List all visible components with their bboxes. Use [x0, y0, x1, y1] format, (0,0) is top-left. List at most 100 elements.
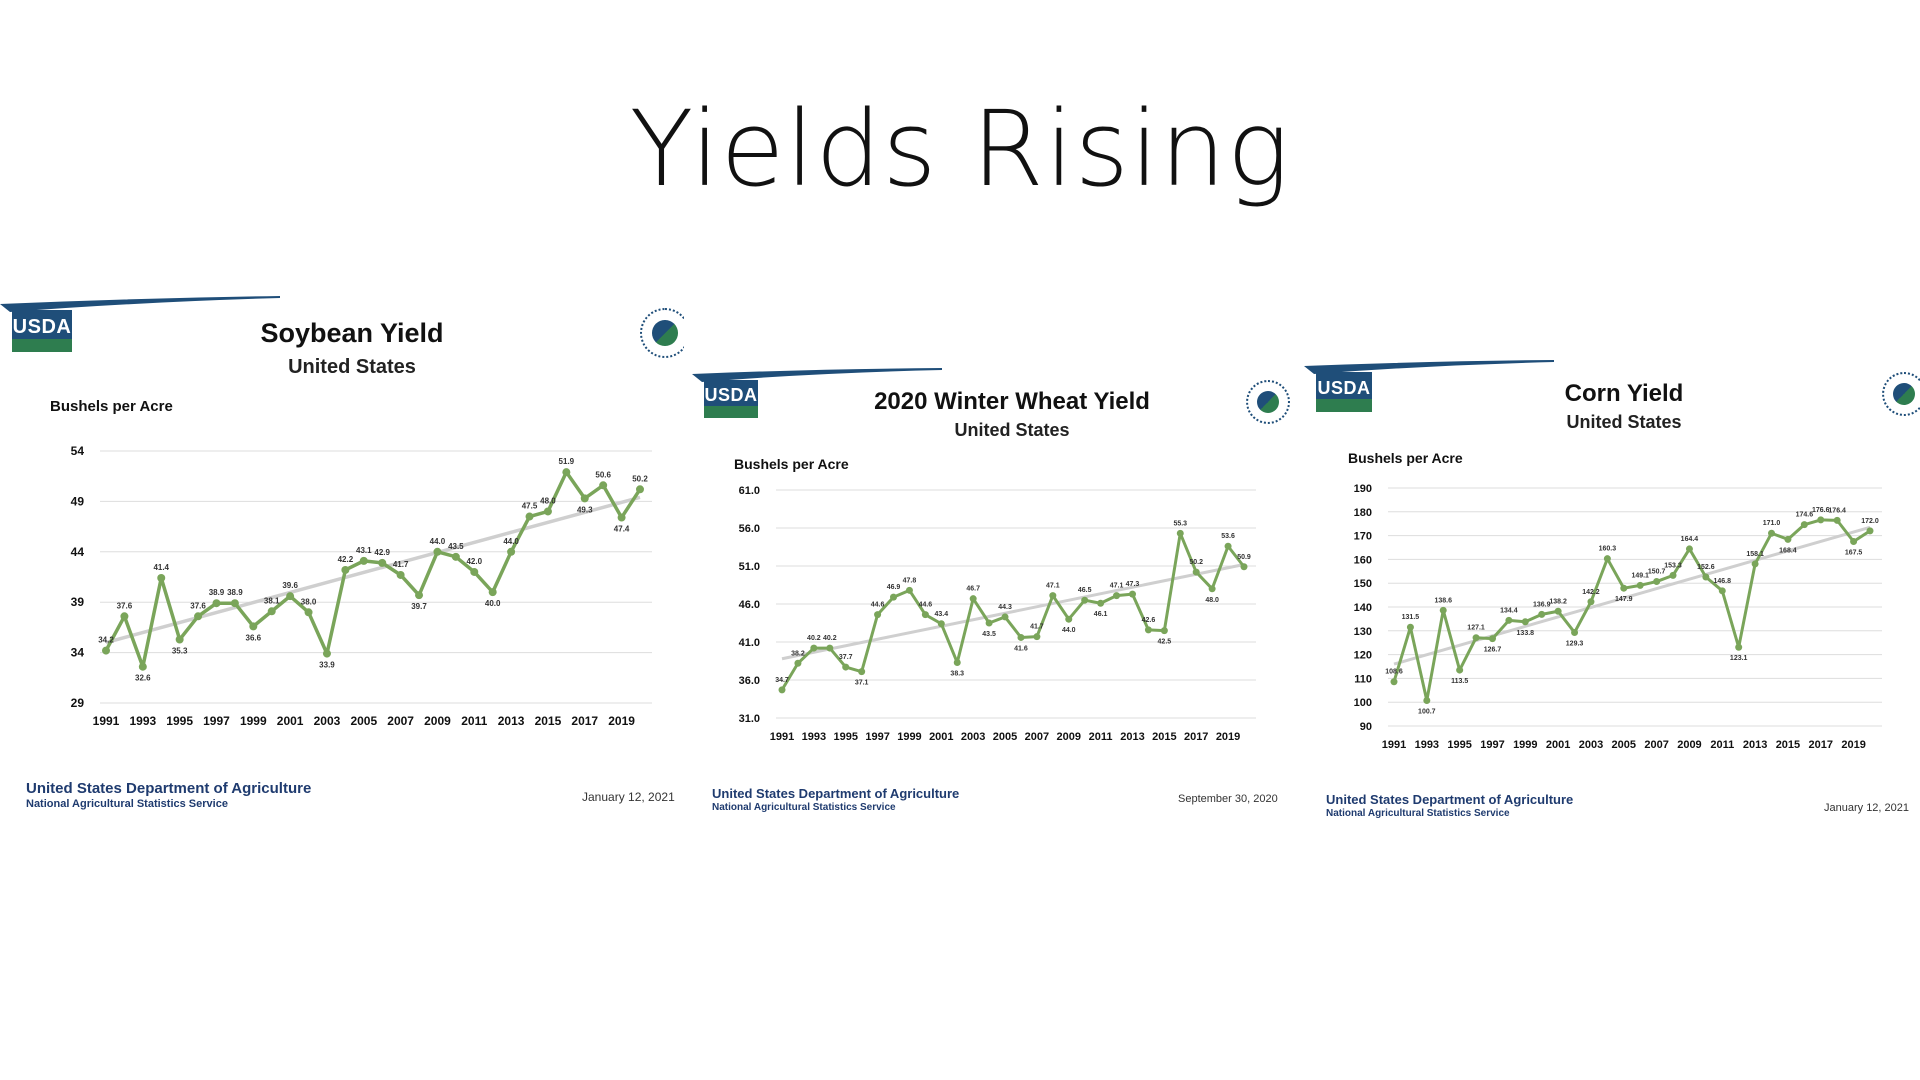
y-tick-label: 44 [71, 545, 85, 559]
x-tick-label: 2003 [314, 714, 341, 728]
x-tick-label: 1993 [129, 714, 156, 728]
x-tick-label: 2013 [1120, 731, 1144, 743]
data-label: 41.7 [393, 560, 409, 569]
data-label: 55.3 [1173, 520, 1187, 527]
data-label: 47.5 [522, 502, 538, 511]
data-point [905, 586, 913, 594]
data-label: 47.8 [903, 577, 917, 584]
data-point [1160, 627, 1168, 635]
data-point [1784, 535, 1792, 543]
x-tick-label: 2011 [1710, 739, 1734, 751]
x-tick-label: 2005 [1612, 739, 1636, 751]
data-point [1472, 634, 1480, 642]
data-label: 44.0 [503, 537, 519, 546]
banner-swoosh [692, 368, 942, 382]
data-label: 40.2 [823, 635, 837, 642]
data-point [1850, 538, 1858, 546]
chart-title: Soybean Yield [260, 318, 444, 348]
data-point [599, 481, 608, 490]
usda-logo: USDA [12, 310, 72, 352]
data-point [470, 567, 479, 576]
data-label: 44.0 [1062, 627, 1076, 634]
data-point [969, 595, 977, 603]
data-label: 129.3 [1566, 640, 1584, 647]
data-point [267, 607, 276, 616]
data-label: 138.2 [1549, 598, 1567, 605]
chart-title: 2020 Winter Wheat Yield [874, 388, 1150, 415]
chart-subtitle: United States [954, 420, 1070, 440]
data-point [1240, 563, 1248, 571]
data-point [304, 608, 313, 617]
footer-department: United States Department of Agriculture [26, 780, 312, 797]
x-tick-label: 2017 [1184, 731, 1208, 743]
data-label: 174.6 [1796, 512, 1814, 519]
data-point [415, 591, 424, 600]
data-point [1521, 618, 1529, 626]
data-point [1538, 610, 1546, 618]
data-point [580, 494, 589, 503]
winter-wheat-chart-panel: USDA 2020 Winter Wheat Yield United Stat… [692, 368, 1300, 826]
corn-plot: 190 180 170 160 150 140 130 120 110 100 90 1991 1993… [1354, 483, 1882, 751]
x-tick-label: 2001 [1546, 739, 1570, 751]
data-label: 50.2 [632, 474, 648, 483]
x-tick-label: 1999 [897, 731, 921, 743]
footer-department: United States Department of Agriculture [1326, 792, 1574, 807]
data-point [212, 599, 221, 608]
data-label: 32.6 [135, 674, 151, 683]
data-label: 113.5 [1451, 678, 1468, 685]
data-point [1735, 643, 1743, 651]
data-label: 37.6 [190, 601, 206, 610]
data-label: 38.9 [209, 588, 225, 597]
data-label: 46.5 [1078, 587, 1092, 594]
x-tick-label: 2007 [387, 714, 414, 728]
data-label: 171.0 [1763, 520, 1781, 527]
x-tick-label: 2007 [1644, 739, 1668, 751]
data-label: 126.7 [1484, 647, 1502, 654]
data-label: 100.7 [1418, 709, 1436, 716]
data-point [858, 668, 866, 676]
data-point [378, 558, 387, 567]
data-label: 34.2 [98, 636, 114, 645]
data-point [1833, 516, 1841, 524]
soybean-plot: 54 49 44 39 34 29 1991 1993 1995 1997 1999 2001 2003… [71, 444, 652, 728]
data-point [794, 659, 802, 667]
y-tick-label: 34 [71, 646, 85, 660]
data-point [543, 507, 552, 516]
y-tick-label: 56.0 [739, 523, 760, 535]
x-tick-label: 2009 [1057, 731, 1081, 743]
y-axis-label: Bushels per Acre [50, 398, 173, 415]
data-point [1636, 581, 1644, 589]
data-label: 53.6 [1221, 533, 1235, 540]
data-label: 47.1 [1110, 583, 1124, 590]
data-point [1017, 633, 1025, 641]
data-point [1049, 592, 1057, 600]
data-point [1033, 633, 1041, 641]
x-tick-label: 2017 [571, 714, 598, 728]
data-point [1423, 697, 1431, 705]
data-label: 142.2 [1582, 589, 1600, 596]
usda-logo: USDA [1316, 372, 1372, 412]
data-label: 47.1 [1046, 583, 1060, 590]
data-point [359, 556, 368, 565]
x-tick-label: 1999 [240, 714, 267, 728]
data-point [636, 485, 644, 494]
data-point [507, 547, 516, 556]
data-label: 39.7 [411, 602, 427, 611]
data-label: 176.6 [1812, 507, 1830, 514]
data-point [953, 659, 961, 667]
data-point [120, 612, 129, 621]
data-label: 149.1 [1631, 572, 1649, 579]
data-point [1208, 585, 1216, 593]
x-tick-label: 2001 [929, 731, 953, 743]
footer-date: January 12, 2021 [582, 790, 675, 804]
data-label: 48.0 [1205, 597, 1219, 604]
data-label: 136.9 [1533, 601, 1551, 608]
data-label: 40.0 [485, 599, 501, 608]
data-point [1456, 666, 1464, 674]
data-label: 41.6 [1014, 645, 1028, 652]
data-point [1669, 571, 1677, 579]
usda-logo: USDA [704, 380, 758, 418]
data-label: 150.7 [1648, 569, 1666, 576]
x-tick-label: 2005 [350, 714, 377, 728]
data-label: 158.1 [1746, 551, 1764, 558]
